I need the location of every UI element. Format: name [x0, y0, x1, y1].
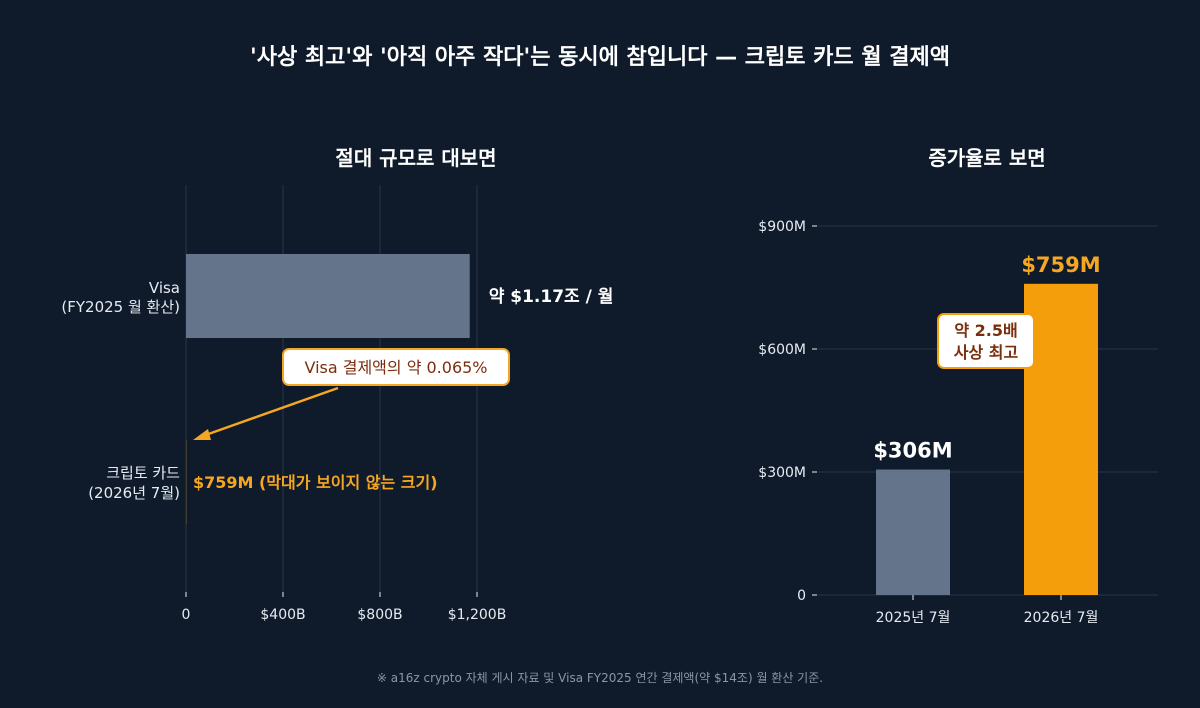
- left-gridlines: [185, 185, 478, 592]
- right-gridlines: [818, 225, 1158, 596]
- callout-text-left: Visa 결제액의 약 0.065%: [304, 358, 487, 377]
- right-y-tick-label: 0: [797, 588, 806, 604]
- right-bar: [1024, 283, 1098, 595]
- value-label-visa: 약 $1.17조 / 월: [489, 286, 614, 307]
- right-bar-value-label: $306M: [873, 439, 952, 463]
- callout-text-right-line2: 사상 최고: [954, 343, 1019, 362]
- left-panel-title: 절대 규모로 대보면: [335, 146, 496, 170]
- left-x-tick-label: $400B: [260, 607, 305, 623]
- right-x-category-label: 2026년 7월: [1024, 610, 1099, 626]
- left-x-tick-label: $1,200B: [448, 607, 507, 623]
- right-panel-title: 증가율로 보면: [928, 146, 1045, 170]
- right-panel: 증가율로 보면 0 $300M $600M $900M $306M $759M 2025…: [758, 146, 1158, 626]
- right-x-category-label: 2025년 7월: [876, 610, 951, 626]
- left-x-tick-label: 0: [182, 607, 191, 623]
- right-bar: [876, 469, 950, 595]
- chart-title: '사상 최고'와 '아직 아주 작다'는 동시에 참입니다 — 크립토 카드 월…: [250, 45, 950, 70]
- category-label-crypto: 크립토 카드: [106, 464, 180, 482]
- callout-text-right-line1: 약 2.5배: [954, 321, 1017, 340]
- right-y-ticks: 0 $300M $600M $900M: [758, 219, 817, 604]
- bar-visa: [186, 254, 470, 338]
- callout-box-right: [937, 313, 1035, 369]
- left-panel: 절대 규모로 대보면 0 $400B $800B $1,200B Visa (FY20…: [61, 146, 613, 623]
- left-x-ticks: 0 $400B $800B $1,200B: [182, 592, 507, 623]
- footnote: ※ a16z crypto 자체 게시 자료 및 Visa FY2025 연간 …: [377, 670, 823, 685]
- callout-box-left: [282, 348, 510, 386]
- left-x-tick-label: $800B: [357, 607, 402, 623]
- callout-arrow: [199, 386, 339, 439]
- right-y-tick-label: $300M: [758, 465, 806, 481]
- right-bars: $306M $759M: [873, 253, 1101, 595]
- right-bar-value-label: $759M: [1021, 253, 1100, 277]
- category-label-visa-sub: (FY2025 월 환산): [61, 298, 180, 316]
- right-y-tick-label: $600M: [758, 342, 806, 358]
- category-label-visa: Visa: [149, 279, 180, 297]
- callout-arrowhead: [193, 429, 211, 440]
- category-label-crypto-sub: (2026년 7월): [88, 484, 180, 502]
- value-label-crypto: $759M (막대가 보이지 않는 크기): [193, 473, 438, 492]
- right-x-labels: 2025년 7월 2026년 7월: [876, 595, 1099, 626]
- right-y-tick-label: $900M: [758, 219, 806, 235]
